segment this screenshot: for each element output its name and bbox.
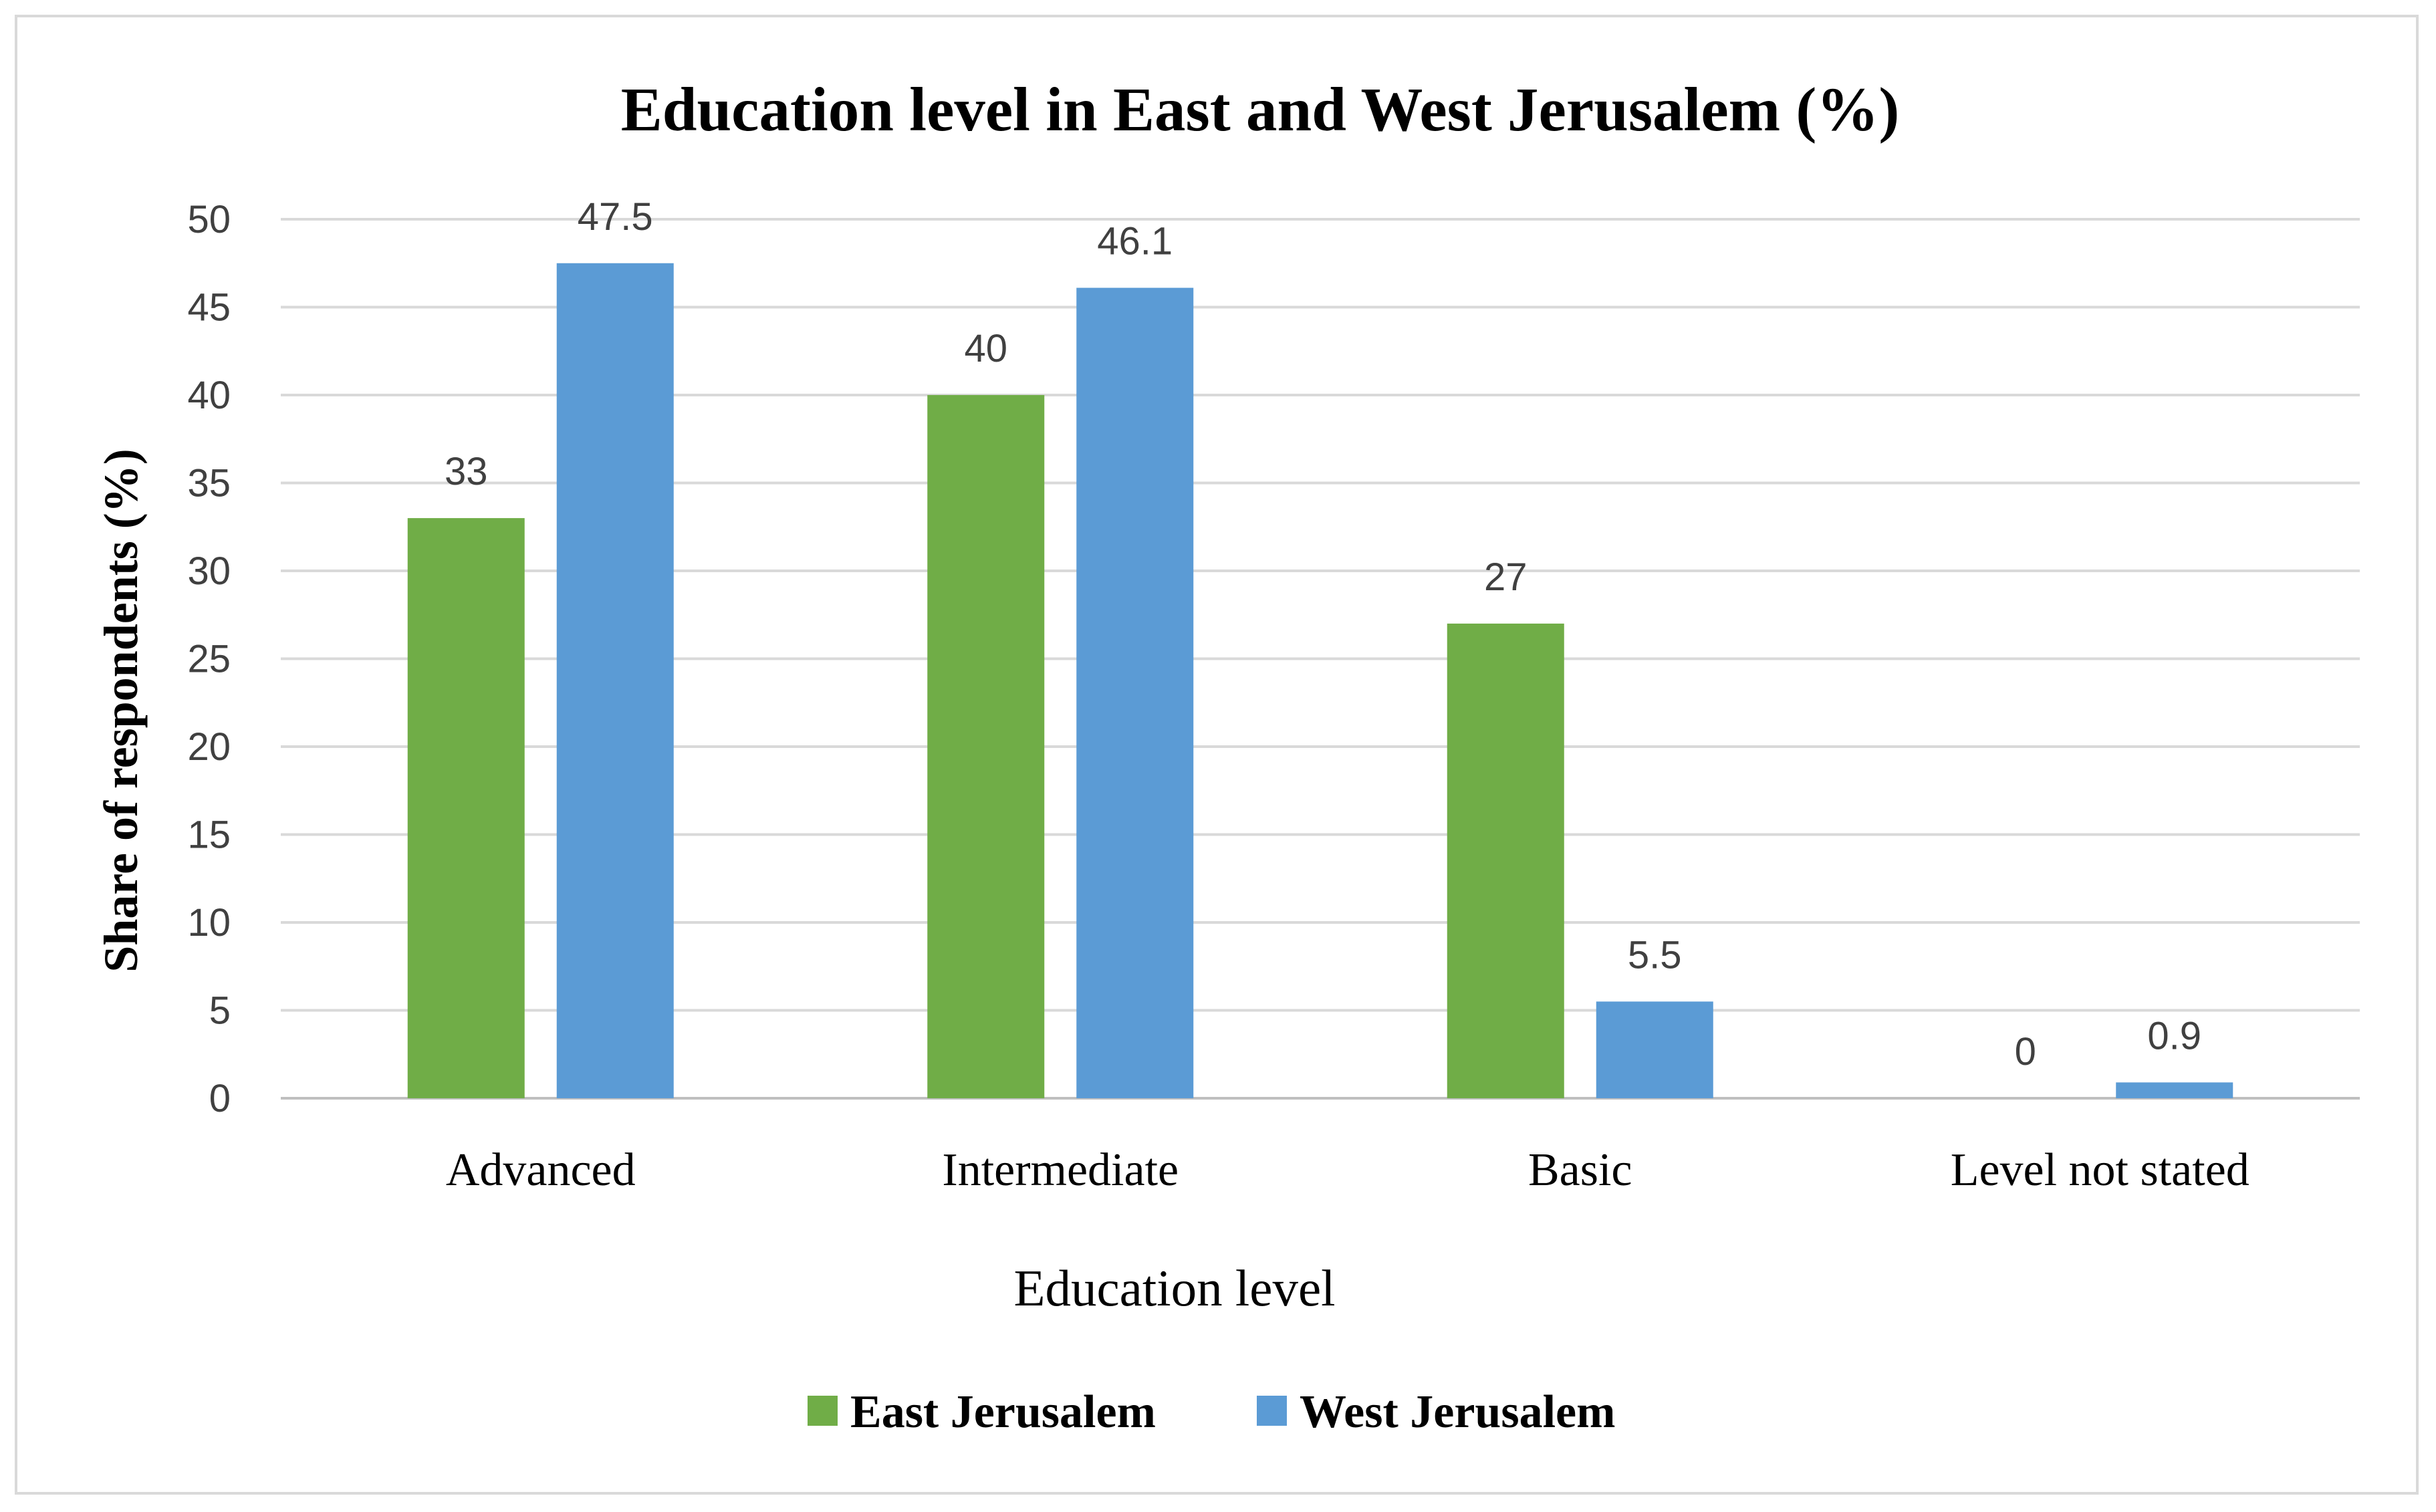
legend-label: West Jerusalem [1300, 1386, 1615, 1438]
legend: East Jerusalem West Jerusalem [808, 1386, 1615, 1438]
category-label: Level not stated [1951, 1144, 2249, 1196]
data-label: 46.1 [1097, 220, 1173, 263]
y-tick-label: 20 [187, 725, 231, 769]
y-axis-title: Share of respondents (%) [94, 449, 148, 972]
bars [407, 263, 2233, 1098]
x-axis-categories: Advanced Intermediate Basic Level not state… [446, 1144, 2249, 1196]
legend-swatch [1257, 1396, 1287, 1426]
y-tick-label: 10 [187, 901, 231, 944]
data-label: 5.5 [1628, 933, 1682, 977]
y-tick-label: 45 [187, 286, 231, 330]
legend-label: East Jerusalem [850, 1386, 1156, 1438]
bar [927, 395, 1045, 1098]
y-tick-label: 5 [209, 989, 231, 1033]
data-label: 0.9 [2147, 1014, 2201, 1057]
bar [1596, 1001, 1713, 1098]
data-labels: 33 47.5 40 46.1 27 5.5 0 0.9 [445, 195, 2201, 1074]
bar [1076, 287, 1194, 1098]
bar [407, 518, 525, 1098]
bar [556, 263, 674, 1098]
y-tick-label: 35 [187, 462, 231, 505]
y-tick-label: 15 [187, 813, 231, 857]
data-label: 47.5 [578, 195, 653, 239]
y-tick-label: 40 [187, 374, 231, 417]
category-label: Intermediate [942, 1144, 1179, 1196]
y-tick-label: 30 [187, 549, 231, 593]
y-axis-ticks: 0 5 10 15 20 25 30 35 40 45 50 [187, 198, 231, 1120]
y-tick-label: 50 [187, 198, 231, 241]
category-label: Advanced [446, 1144, 636, 1196]
bar [2116, 1082, 2233, 1098]
data-label: 40 [964, 327, 1007, 370]
data-label: 27 [1484, 555, 1528, 599]
category-label: Basic [1528, 1144, 1632, 1196]
data-label: 0 [2015, 1030, 2036, 1074]
bar [1447, 623, 1564, 1098]
legend-swatch [808, 1396, 838, 1426]
x-axis-title: Education level [1013, 1259, 1335, 1317]
data-label: 33 [445, 450, 488, 493]
chart-title: Education level in East and West Jerusal… [621, 76, 1900, 144]
y-tick-label: 0 [209, 1077, 231, 1120]
y-tick-label: 25 [187, 638, 231, 681]
